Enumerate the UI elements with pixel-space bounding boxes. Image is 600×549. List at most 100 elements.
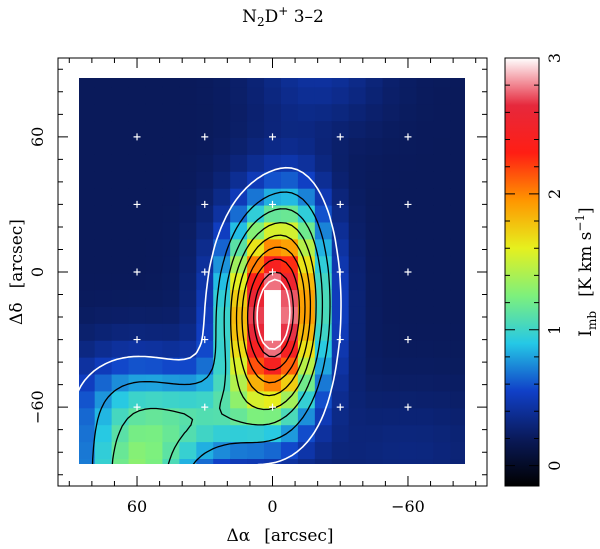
heatmap-cell bbox=[450, 373, 465, 392]
heatmap-cell bbox=[314, 154, 333, 172]
heatmap-cell bbox=[196, 407, 214, 426]
heatmap-cell bbox=[247, 357, 265, 375]
heatmap-cell bbox=[416, 373, 434, 392]
heatmap-cell bbox=[79, 221, 96, 240]
heatmap-cell bbox=[111, 103, 130, 122]
heatmap-cell bbox=[162, 238, 180, 257]
heatmap-cell bbox=[399, 103, 418, 122]
heatmap-cell bbox=[280, 458, 299, 464]
heatmap-cell bbox=[280, 188, 299, 206]
heatmap-cell bbox=[196, 238, 214, 257]
heatmap-cell bbox=[213, 53, 231, 70]
contour-lines bbox=[79, 166, 342, 464]
heatmap-cell bbox=[416, 357, 434, 375]
heatmap-cell bbox=[264, 171, 282, 189]
heatmap-cell bbox=[128, 204, 147, 223]
heatmap-cell bbox=[111, 188, 130, 206]
heatmap-cell bbox=[179, 255, 197, 274]
heatmap-cell bbox=[399, 137, 418, 155]
heatmap-cell bbox=[247, 390, 265, 409]
heatmap-cell bbox=[348, 340, 367, 358]
heatmap-cell bbox=[196, 390, 214, 409]
heatmap-cell bbox=[145, 323, 164, 341]
heatmap-cell bbox=[213, 424, 231, 443]
observed-position-marker bbox=[336, 403, 344, 411]
heatmap-cell bbox=[247, 255, 265, 274]
chart-title: N2D+ 3–2 bbox=[242, 4, 324, 29]
heatmap-cell bbox=[416, 306, 434, 324]
heatmap-cell bbox=[179, 340, 197, 358]
heatmap-cell bbox=[111, 357, 130, 375]
heatmap-cell bbox=[297, 323, 316, 341]
heatmap-cell bbox=[365, 238, 384, 257]
heatmap-cell bbox=[247, 86, 265, 105]
heatmap-cell bbox=[416, 407, 434, 426]
heatmap-cell bbox=[365, 86, 384, 105]
heatmap-cell bbox=[297, 306, 316, 324]
heatmap-cell bbox=[399, 272, 418, 291]
heatmap-cell bbox=[348, 86, 367, 105]
contour-level bbox=[246, 258, 301, 371]
heatmap-cell bbox=[365, 103, 384, 122]
heatmap-cell bbox=[399, 323, 418, 341]
heatmap-cell bbox=[128, 188, 147, 206]
heatmap-cell bbox=[349, 475, 367, 492]
heatmap-cell bbox=[331, 120, 350, 138]
heatmap-cell bbox=[433, 188, 451, 206]
heatmap-cell bbox=[145, 272, 164, 291]
heatmap-cell bbox=[348, 323, 367, 341]
heatmap-cell bbox=[433, 357, 451, 375]
heatmap-cell bbox=[79, 171, 96, 189]
heatmap-cell bbox=[145, 407, 164, 426]
heatmap-cell bbox=[433, 458, 451, 464]
heatmap-cell bbox=[331, 78, 350, 88]
heatmap-cell bbox=[399, 289, 418, 307]
heatmap-cell bbox=[433, 238, 451, 257]
axis-ticks bbox=[58, 58, 487, 486]
observed-position-marker bbox=[336, 200, 344, 208]
heatmap-cell bbox=[111, 340, 130, 358]
heatmap-cell bbox=[79, 407, 96, 426]
heatmap-cell bbox=[450, 120, 465, 138]
y-tick-label: 60 bbox=[28, 127, 47, 147]
heatmap-cell bbox=[348, 458, 367, 464]
heatmap-cell bbox=[416, 238, 434, 257]
heatmap-cell bbox=[433, 272, 451, 291]
observed-position-marker bbox=[133, 336, 141, 344]
heatmap-cell bbox=[111, 306, 130, 324]
heatmap-cell bbox=[450, 103, 465, 122]
heatmap-cell bbox=[111, 458, 130, 464]
heatmap-cell bbox=[213, 204, 231, 223]
heatmap-cell bbox=[247, 78, 265, 88]
heatmap-cell bbox=[79, 86, 96, 105]
heatmap-cell bbox=[365, 171, 384, 189]
heatmap-cell bbox=[94, 272, 113, 291]
heatmap-cell bbox=[196, 86, 214, 105]
axis-tick-labels: 60 0 −60 60 0 −60 bbox=[28, 127, 425, 516]
heatmap-cell bbox=[382, 323, 401, 341]
heatmap-cell bbox=[399, 340, 418, 358]
heatmap-cell bbox=[467, 306, 485, 323]
heatmap-cell bbox=[94, 424, 113, 443]
heatmap-cell bbox=[416, 137, 434, 155]
heatmap-cell bbox=[450, 407, 465, 426]
heatmap-cell bbox=[213, 407, 231, 426]
heatmap-cell bbox=[196, 120, 214, 138]
heatmap-cell bbox=[196, 154, 214, 172]
heatmap-cell bbox=[196, 272, 214, 291]
heatmap-cell bbox=[297, 272, 316, 291]
heatmap-cell bbox=[467, 357, 485, 374]
heatmap-cell bbox=[416, 390, 434, 409]
heatmap-cell bbox=[314, 424, 333, 443]
heatmap-cell bbox=[78, 53, 96, 70]
heatmap-cell bbox=[331, 424, 350, 443]
heatmap-cell bbox=[331, 188, 350, 206]
heatmap-cell bbox=[264, 441, 282, 459]
heatmap-cell bbox=[450, 86, 465, 105]
heatmap-cell bbox=[467, 239, 485, 256]
heatmap-cell bbox=[128, 407, 147, 426]
heatmap-cell bbox=[145, 424, 164, 443]
contour-level bbox=[256, 278, 291, 350]
heatmap-cell bbox=[298, 475, 316, 492]
heatmap-cell bbox=[331, 103, 350, 122]
